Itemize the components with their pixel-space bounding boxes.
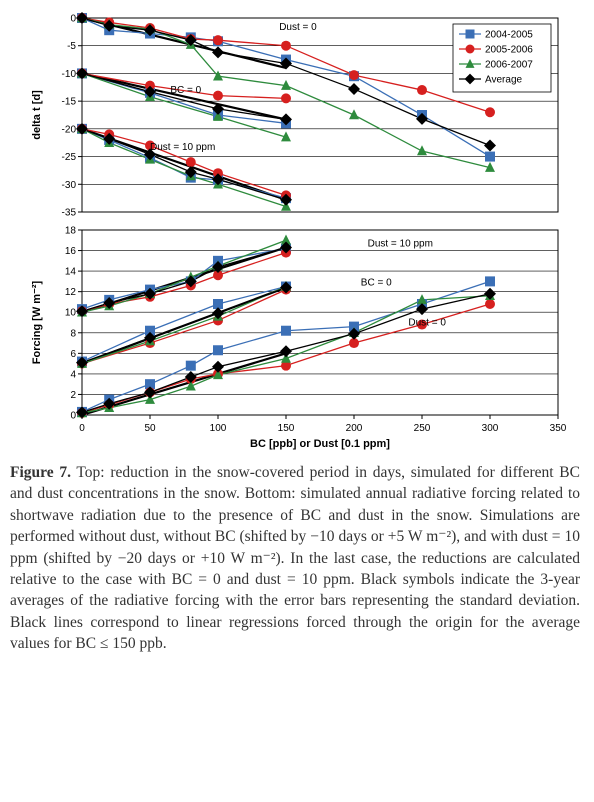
svg-text:-35: -35: [62, 208, 77, 219]
svg-text:Dust = 10 ppm: Dust = 10 ppm: [150, 142, 215, 153]
svg-text:Dust = 0: Dust = 0: [408, 318, 446, 329]
svg-text:Forcing [W m⁻²]: Forcing [W m⁻²]: [31, 280, 43, 364]
svg-text:-5: -5: [67, 41, 76, 52]
svg-text:0: 0: [70, 14, 76, 25]
svg-text:6: 6: [70, 349, 76, 360]
svg-text:300: 300: [482, 423, 499, 434]
svg-text:350: 350: [550, 423, 567, 434]
figure-caption: Figure 7. Top: reduction in the snow-cov…: [10, 462, 580, 654]
svg-text:8: 8: [70, 328, 76, 339]
svg-text:12: 12: [65, 287, 77, 298]
svg-text:2: 2: [70, 390, 76, 401]
bottom-chart: 0 2 4 6 8 10 12 14 16 18 0 50 100 150 200 250 300 350 BC […: [10, 220, 570, 450]
svg-text:16: 16: [65, 246, 77, 257]
svg-text:BC = 0: BC = 0: [361, 278, 392, 289]
svg-text:250: 250: [414, 423, 431, 434]
top-chart: 0 -5 -10 -15 -20 -25 -30 -35 delta t [d] Dust = 0…: [10, 10, 570, 220]
svg-text:0: 0: [79, 423, 85, 434]
caption-text: Top: reduction in the snow-covered perio…: [10, 464, 580, 652]
svg-text:2006-2007: 2006-2007: [485, 60, 533, 71]
svg-text:14: 14: [65, 267, 77, 278]
svg-text:0: 0: [70, 411, 76, 422]
svg-text:100: 100: [210, 423, 227, 434]
svg-text:BC [ppb] or Dust [0.1 ppm]: BC [ppb] or Dust [0.1 ppm]: [250, 438, 390, 450]
svg-text:18: 18: [65, 226, 77, 237]
svg-text:4: 4: [70, 369, 76, 380]
svg-text:Dust = 10 ppm: Dust = 10 ppm: [368, 238, 433, 249]
svg-text:delta t [d]: delta t [d]: [31, 90, 43, 140]
svg-text:-20: -20: [62, 124, 77, 135]
svg-text:150: 150: [278, 423, 295, 434]
svg-text:-15: -15: [62, 97, 77, 108]
figure-label: Figure 7.: [10, 464, 71, 481]
svg-text:2005-2006: 2005-2006: [485, 45, 533, 56]
svg-text:-30: -30: [62, 180, 77, 191]
svg-text:200: 200: [346, 423, 363, 434]
svg-text:-25: -25: [62, 152, 77, 163]
svg-text:-10: -10: [62, 69, 77, 80]
svg-text:50: 50: [144, 423, 156, 434]
svg-text:BC = 0: BC = 0: [170, 85, 201, 96]
svg-text:Average: Average: [485, 75, 523, 86]
svg-text:10: 10: [65, 308, 77, 319]
svg-text:Dust = 0: Dust = 0: [279, 22, 317, 33]
svg-text:2004-2005: 2004-2005: [485, 30, 533, 41]
